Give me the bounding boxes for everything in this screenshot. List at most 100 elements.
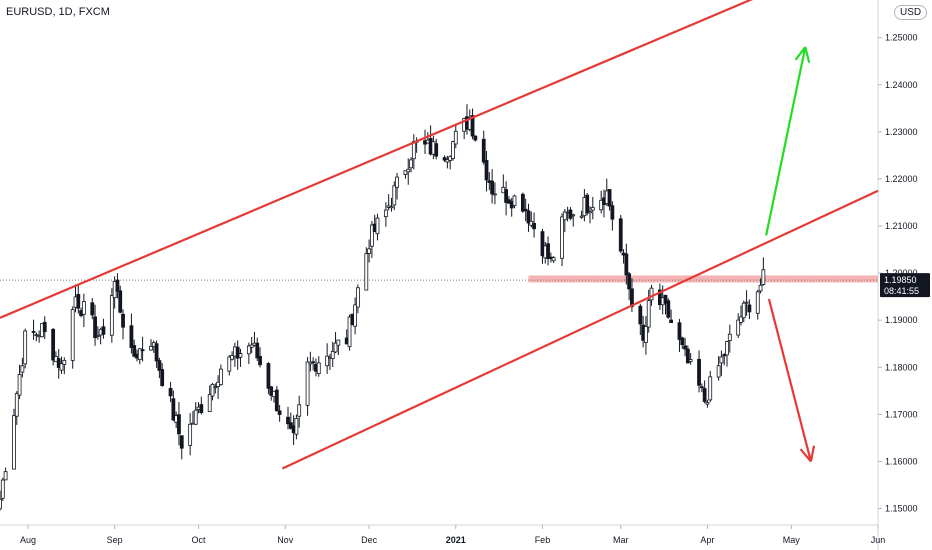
candle-body xyxy=(369,224,374,247)
candle-body xyxy=(669,319,673,323)
candle-body xyxy=(677,322,682,340)
candle-body xyxy=(688,359,693,362)
candle-body xyxy=(551,257,556,262)
price-tick-label: 1.17000 xyxy=(885,409,918,419)
candle-body xyxy=(157,360,162,371)
channel-upper-line xyxy=(0,0,754,319)
candle-body xyxy=(325,355,330,367)
candle-body xyxy=(118,290,123,313)
candle-body xyxy=(562,211,567,221)
candle-body xyxy=(3,471,8,481)
candle-body xyxy=(744,301,749,304)
candle-body xyxy=(579,215,584,218)
candle-body xyxy=(470,115,475,137)
candle-body xyxy=(453,130,458,145)
candle-body xyxy=(330,350,335,360)
candle-body xyxy=(266,363,271,389)
candle-body xyxy=(0,498,2,510)
candle-body xyxy=(484,160,489,181)
candle-body xyxy=(70,309,75,361)
time-tick-label: Apr xyxy=(700,535,714,545)
candle-body xyxy=(177,414,181,435)
candle-body xyxy=(725,341,729,356)
candle-body xyxy=(610,205,615,220)
candle-body xyxy=(238,353,243,358)
time-tick-label: Sep xyxy=(107,535,123,545)
candle-body xyxy=(95,335,100,337)
candle-body xyxy=(719,356,724,364)
price-tag-countdown: 08:41:55 xyxy=(884,286,919,296)
candle-body xyxy=(56,358,61,368)
candle-body xyxy=(0,479,5,499)
candle-body xyxy=(409,159,413,169)
candle-body xyxy=(62,359,67,365)
bullish-arrow-shaft xyxy=(765,46,807,236)
candle-body xyxy=(697,358,701,386)
candle-body xyxy=(311,361,316,364)
bearish-arrow-head xyxy=(809,445,816,462)
candle-body xyxy=(305,361,310,406)
candle-body xyxy=(451,141,455,159)
candle-body xyxy=(411,141,416,160)
candle-body xyxy=(590,207,595,211)
candle-body xyxy=(588,211,592,214)
candle-body xyxy=(115,279,120,292)
candle-body xyxy=(12,415,16,470)
candle-body xyxy=(375,217,380,235)
candle-body xyxy=(560,216,564,259)
candle-body xyxy=(356,287,360,308)
candle-body xyxy=(286,416,290,425)
candle-body xyxy=(93,316,97,339)
candle-body xyxy=(571,214,576,217)
price-tick-label: 1.15000 xyxy=(885,504,918,514)
price-tick-label: 1.18000 xyxy=(885,362,918,372)
candle-body xyxy=(481,138,486,163)
candle-body xyxy=(160,369,165,386)
candle-body xyxy=(638,305,643,325)
symbol-label: EURUSD, 1D, FXCM xyxy=(6,6,110,18)
candle-body xyxy=(599,199,604,211)
price-tag-value: 1.19850 xyxy=(884,275,917,285)
bearish-arrow xyxy=(767,298,816,463)
candle-body xyxy=(585,194,590,214)
candle-body xyxy=(207,394,212,413)
candles xyxy=(0,104,766,511)
candle-body xyxy=(168,388,173,397)
candle-body xyxy=(403,170,408,175)
candle-body xyxy=(81,301,86,315)
candle-body xyxy=(193,409,198,425)
candle-body xyxy=(255,342,260,359)
candle-body xyxy=(258,355,262,366)
time-tick-label: Feb xyxy=(535,535,551,545)
candle-body xyxy=(367,248,371,254)
candle-body xyxy=(132,345,137,357)
candle-body xyxy=(171,398,176,421)
candle-body xyxy=(274,389,279,412)
candle-body xyxy=(512,195,517,206)
candle-body xyxy=(20,365,25,373)
price-tag-box xyxy=(880,273,930,298)
candle-body xyxy=(644,326,648,343)
time-tick-label: Jun xyxy=(871,535,886,545)
candle-body xyxy=(294,418,299,435)
candle-body xyxy=(42,321,47,333)
candle-body xyxy=(627,273,632,290)
bullish-arrow-head xyxy=(794,46,807,61)
candle-body xyxy=(442,157,447,161)
candle-body xyxy=(649,287,654,301)
currency-button[interactable]: USD xyxy=(894,5,928,20)
candle-body xyxy=(540,231,545,257)
candle-body xyxy=(353,304,358,327)
candle-body xyxy=(716,365,721,378)
time-tick-label: Mar xyxy=(613,535,629,545)
candle-body xyxy=(129,325,134,348)
candle-body xyxy=(383,209,388,218)
candle-body xyxy=(758,284,763,292)
bearish-arrow-shaft xyxy=(767,298,812,462)
candle-body xyxy=(680,337,685,346)
price-tick-label: 1.22000 xyxy=(885,174,918,184)
candle-body xyxy=(90,302,95,316)
candle-body xyxy=(646,300,651,328)
candle-body xyxy=(316,362,321,375)
